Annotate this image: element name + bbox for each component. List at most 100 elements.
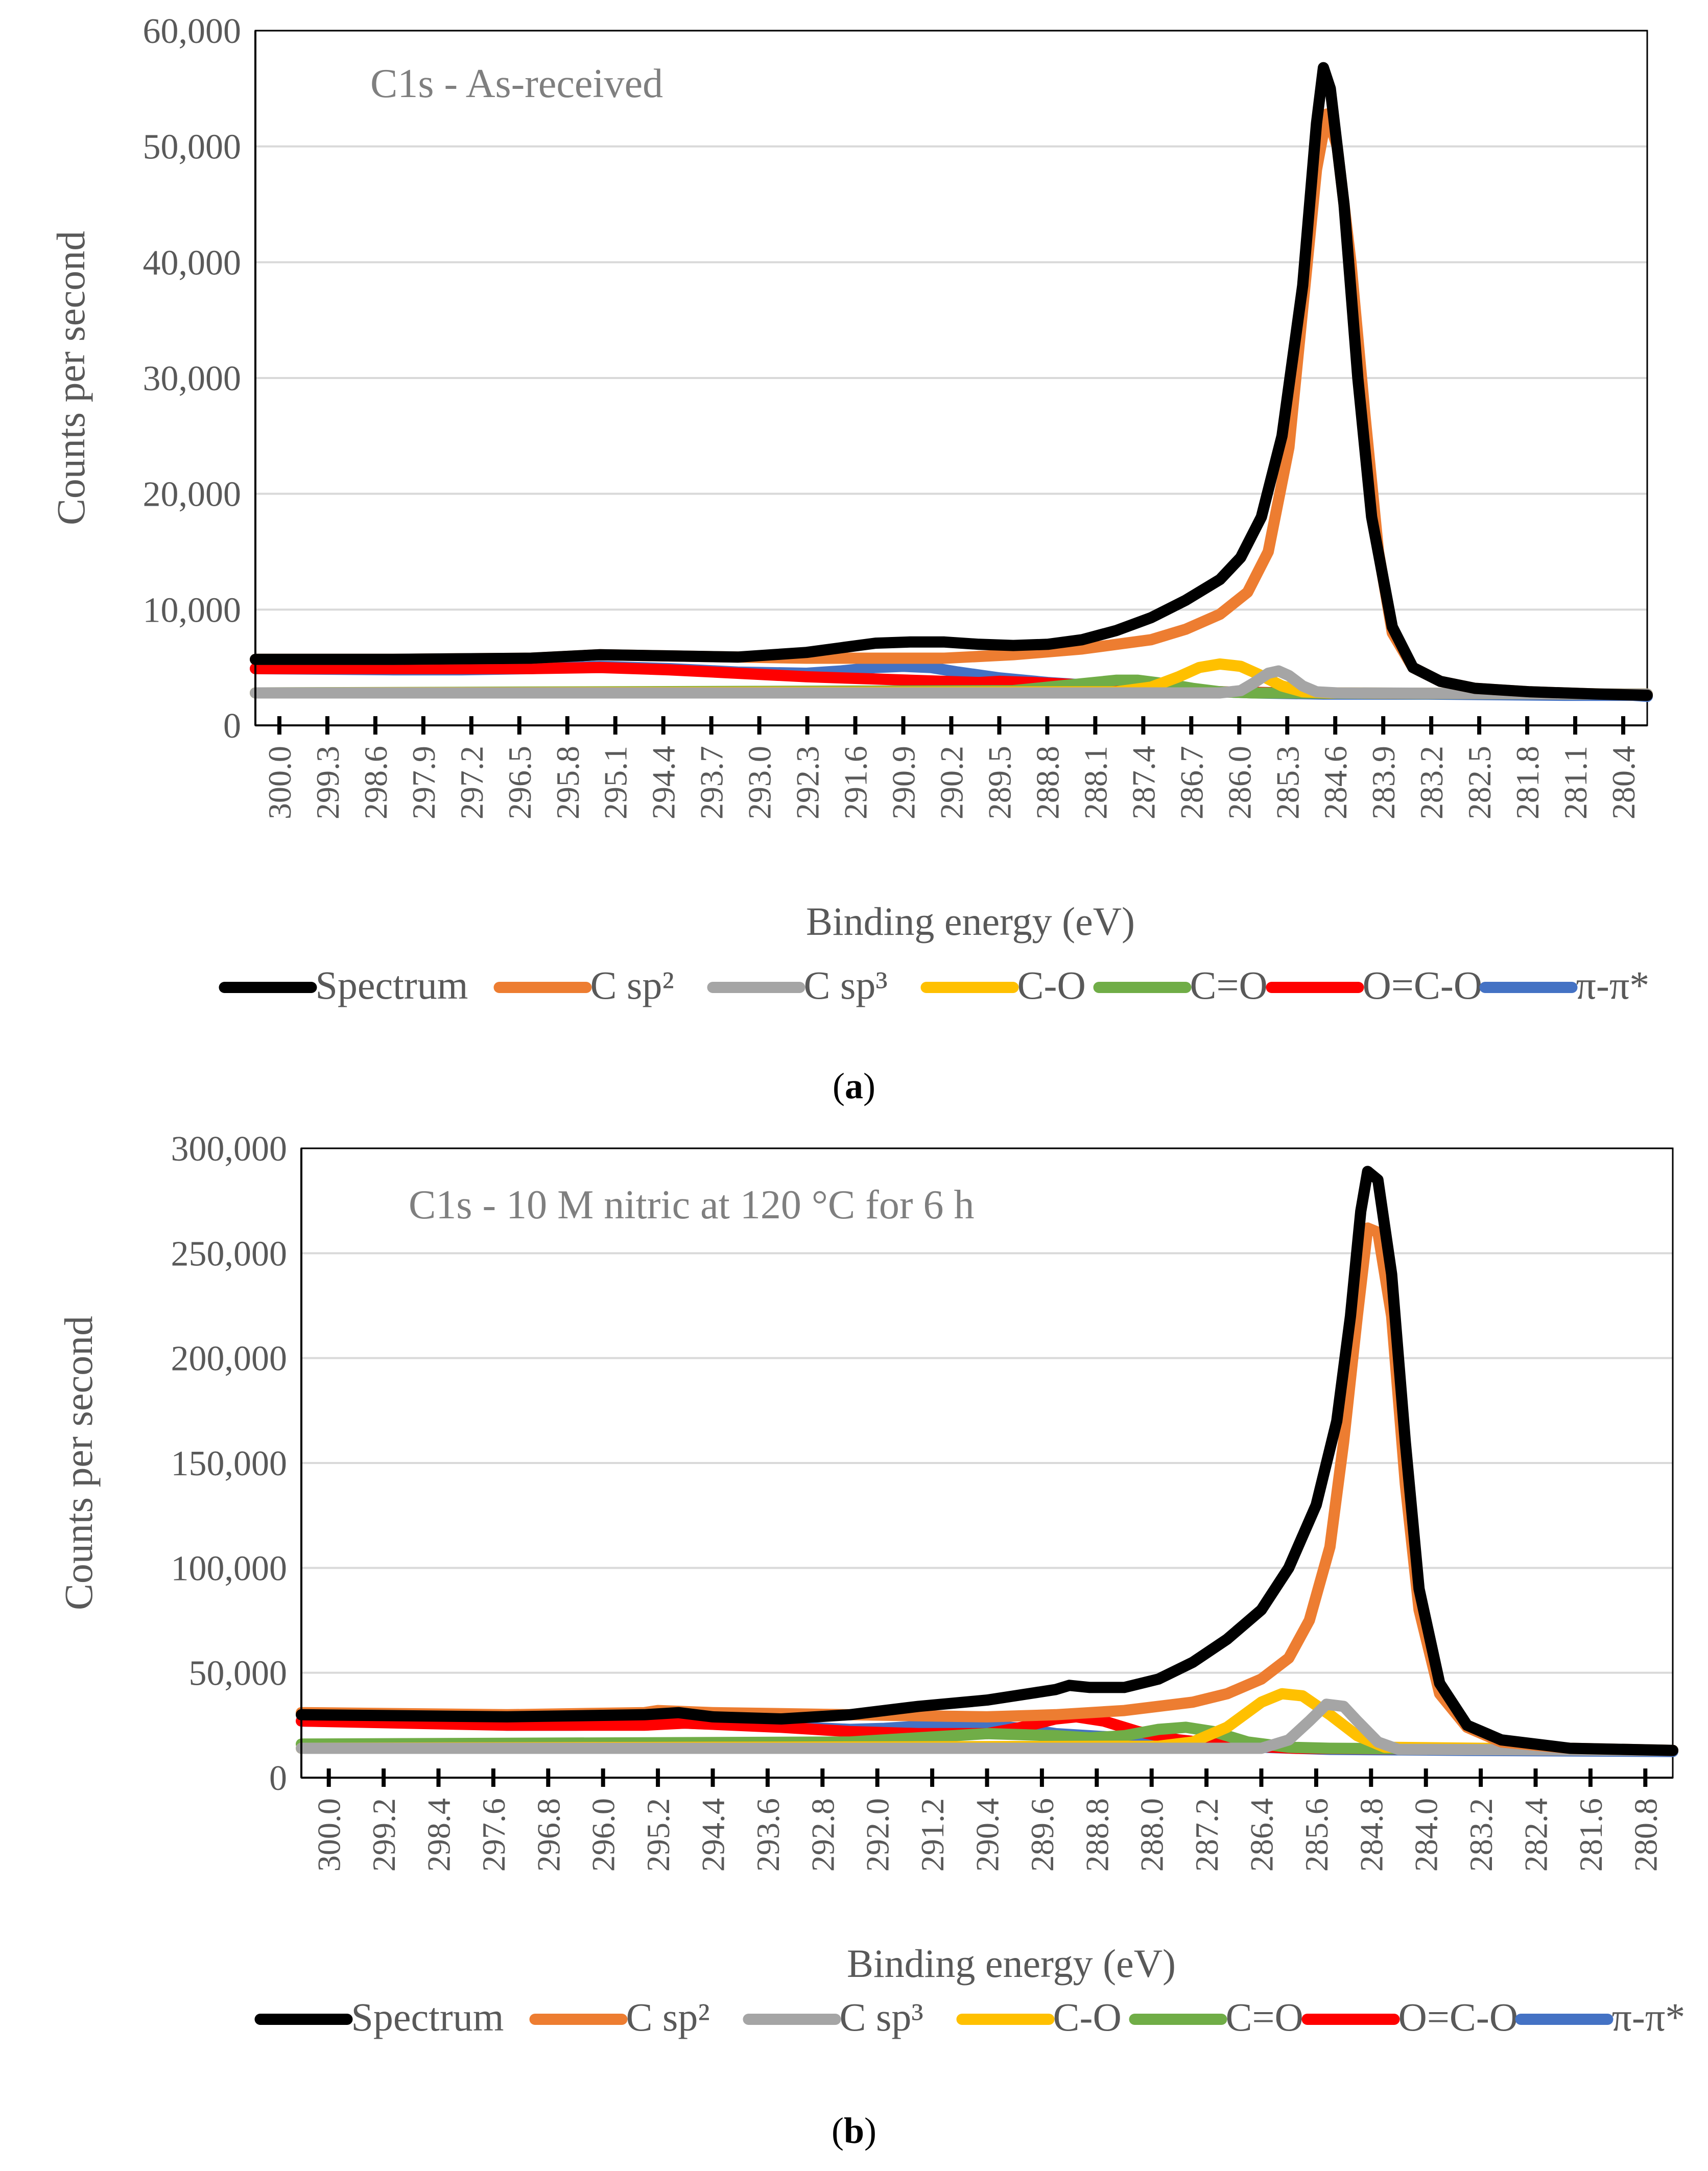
x-tick-label: 296.5	[502, 746, 538, 819]
x-axis-title: Binding energy (eV)	[806, 899, 1135, 943]
y-tick-label: 0	[269, 1759, 287, 1798]
x-tick-label: 286.0	[1221, 746, 1258, 819]
legend-label: π-π*	[1612, 1995, 1686, 2039]
legend-label: Spectrum	[351, 1995, 504, 2039]
y-tick-label: 10,000	[143, 591, 242, 630]
x-tick-label: 296.0	[585, 1798, 622, 1872]
legend-label: C=O	[1226, 1995, 1303, 2039]
legend: Spectrum C sp² C sp³ C-O C=O O=C-O π-π*	[254, 1995, 1686, 2039]
x-tick-label: 281.1	[1557, 746, 1594, 819]
legend-label: C sp²	[590, 963, 674, 1007]
legend-label: C=O	[1190, 963, 1268, 1007]
x-tick-label: 294.4	[695, 1798, 731, 1872]
x-tick-labels: 300.0 299.2 298.4 297.6 296.8 296.0 295.2 294.4…	[311, 1798, 1664, 1872]
y-tick-label: 40,000	[143, 243, 242, 282]
x-tick-label: 280.4	[1605, 746, 1642, 819]
x-tick-label: 300.0	[262, 746, 298, 819]
x-tick-label: 297.2	[454, 746, 490, 819]
x-tick-label: 295.1	[598, 746, 634, 819]
y-tick-label: 20,000	[143, 475, 242, 514]
y-tick-label: 30,000	[143, 359, 242, 398]
y-tick-label: 300,000	[171, 1129, 288, 1169]
x-tick-label: 295.2	[640, 1798, 676, 1872]
x-tick-label: 287.4	[1125, 746, 1161, 819]
x-tick-label: 286.4	[1244, 1798, 1280, 1872]
x-tick-label: 282.4	[1518, 1798, 1554, 1872]
x-tick-label: 293.7	[694, 746, 730, 819]
series-lines	[250, 62, 1653, 702]
x-tick-label: 288.8	[1029, 746, 1065, 819]
chart-panel-a: 0 10,000 20,000 30,000 40,000 50,000 60,000 30…	[49, 12, 1653, 1106]
series-line-Spectrum	[250, 62, 1653, 701]
x-tick-label: 300.0	[311, 1798, 347, 1872]
x-tick-label: 289.5	[981, 746, 1017, 819]
x-tick-label: 284.8	[1353, 1798, 1389, 1872]
x-tick-label: 291.2	[914, 1798, 951, 1872]
x-tick-label: 297.9	[406, 746, 442, 819]
x-tick-label: 289.6	[1024, 1798, 1060, 1872]
x-tick-label: 299.2	[366, 1798, 402, 1872]
legend: Spectrum C sp² C sp³ C-O C=O O=C-O π-π*	[219, 963, 1650, 1007]
x-tick-label: 286.7	[1173, 746, 1209, 819]
x-tick-label: 283.2	[1463, 1798, 1499, 1872]
x-tick-label: 285.3	[1269, 746, 1306, 819]
caption: (a)	[833, 1066, 875, 1106]
legend-label: C-O	[1053, 1995, 1122, 2039]
x-tick-label: 299.3	[310, 746, 346, 819]
x-tick-label: 284.6	[1317, 746, 1354, 819]
x-axis-title: Binding energy (eV)	[847, 1941, 1176, 1986]
y-tick-label: 50,000	[143, 128, 242, 167]
legend-label: π-π*	[1576, 963, 1650, 1007]
x-tick-label: 293.0	[742, 746, 778, 819]
series-line-C sp³	[250, 665, 1653, 700]
x-tick-labels: 300.0 299.3 298.6 297.9 297.2 296.5 295.8 295.1…	[262, 746, 1642, 819]
legend-label: O=C-O	[1398, 1995, 1519, 2039]
x-tick-label: 284.0	[1408, 1798, 1444, 1872]
x-tick-label: 298.6	[358, 746, 394, 819]
x-tick-label: 282.5	[1461, 746, 1498, 819]
caption: (b)	[832, 2110, 876, 2151]
x-tick-label: 288.0	[1134, 1798, 1170, 1872]
legend-label: C sp²	[626, 1995, 710, 2039]
caption-letter: a	[845, 1066, 863, 1106]
x-tick-label: 294.4	[646, 746, 682, 819]
legend-label: C sp³	[840, 1995, 923, 2039]
axes	[300, 1148, 1673, 1787]
x-tick-label: 281.8	[1509, 746, 1546, 819]
chart-panel-b: 0 50,000 100,000 150,000 200,000 250,000 300,0…	[56, 1129, 1685, 2151]
legend-label: O=C-O	[1363, 963, 1483, 1007]
x-tick-label: 288.1	[1077, 746, 1113, 819]
x-tick-label: 293.6	[750, 1798, 786, 1872]
panel-annotation: C1s - As-received	[370, 61, 663, 106]
y-axis-title: Counts per second	[56, 1316, 101, 1610]
y-tick-label: 60,000	[143, 12, 242, 51]
axes	[254, 31, 1647, 735]
x-tick-label: 280.8	[1627, 1798, 1664, 1872]
y-tick-label: 0	[223, 706, 241, 746]
legend-label: C-O	[1017, 963, 1086, 1007]
x-tick-label: 283.9	[1365, 746, 1402, 819]
x-tick-label: 292.0	[860, 1798, 896, 1872]
series-line-Spectrum	[296, 1166, 1678, 1756]
legend-label: Spectrum	[316, 963, 468, 1007]
x-tick-label: 296.8	[530, 1798, 566, 1872]
series-line-C sp³	[296, 1698, 1678, 1756]
y-tick-label: 200,000	[171, 1339, 288, 1379]
x-tick-label: 290.4	[969, 1798, 1006, 1872]
x-tick-label: 297.6	[476, 1798, 512, 1872]
x-tick-label: 292.3	[790, 746, 826, 819]
series-lines	[296, 1166, 1678, 1757]
y-tick-label: 50,000	[189, 1654, 288, 1693]
y-tick-label: 100,000	[171, 1549, 288, 1588]
x-tick-label: 287.2	[1189, 1798, 1225, 1872]
x-tick-label: 285.6	[1298, 1798, 1335, 1872]
panel-annotation: C1s - 10 M nitric at 120 °C for 6 h	[409, 1183, 974, 1228]
legend-label: C sp³	[804, 963, 888, 1007]
y-tick-label: 250,000	[171, 1234, 288, 1273]
x-tick-label: 283.2	[1413, 746, 1450, 819]
y-tick-labels: 0 50,000 100,000 150,000 200,000 250,000 300,0…	[171, 1129, 288, 1798]
x-tick-label: 290.9	[886, 746, 922, 819]
x-tick-label: 298.4	[421, 1798, 457, 1872]
x-tick-label: 290.2	[934, 746, 970, 819]
